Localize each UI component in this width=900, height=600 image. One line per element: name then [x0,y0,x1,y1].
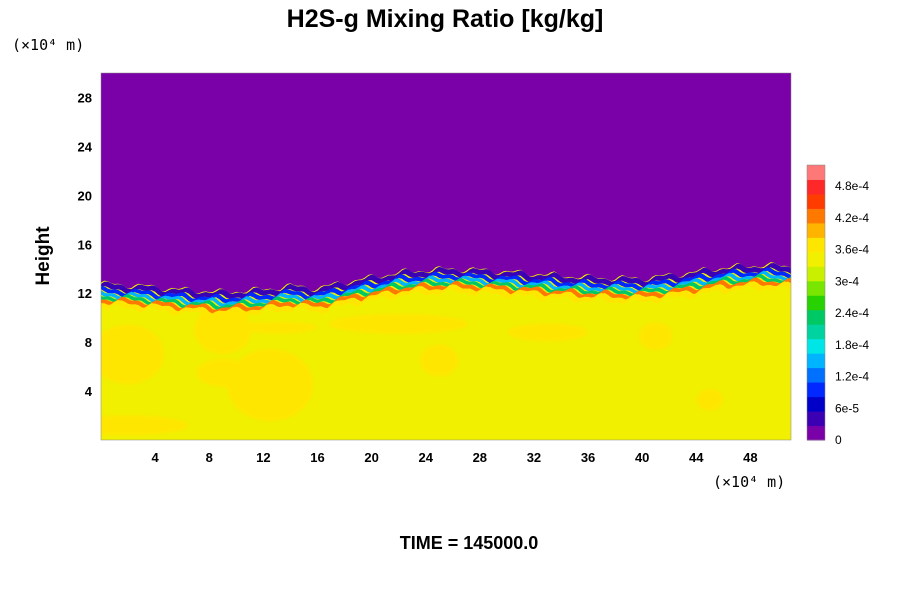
plume-ribbon [236,321,317,334]
y-tick-label: 8 [85,335,92,350]
x-tick-label: 16 [310,450,324,465]
upper-field-fill [101,73,791,294]
plume-blob [101,324,165,385]
interface-strip [101,277,791,314]
plume-blob [696,388,724,411]
plume-ribbon [328,313,469,334]
colorbar-swatch [807,425,825,441]
x-tick-label: 24 [418,450,433,465]
y-tick-label: 4 [85,384,93,399]
interface-strip [101,281,791,318]
colorbar-swatch [807,338,825,354]
colorbar-swatch [807,396,825,412]
plot-frame [100,72,792,441]
colorbar-tick-label: 6e-5 [835,401,859,415]
colorbar-swatch [807,280,825,296]
y-axis-ticks: 4 8 12 16 20 24 28 [78,90,93,399]
colorbar-swatch [807,411,825,427]
plume-blob [226,348,314,421]
interface-strip [101,263,791,299]
colorbar-tick-label: 2.4e-4 [835,306,869,320]
x-axis-ticks: 4 8 12 16 20 24 28 32 36 40 44 48 [152,450,758,465]
plume-ribbon [196,358,249,387]
heatmap-plot-area [101,73,791,440]
plume-ribbon [507,323,588,342]
plume-ribbon [101,415,189,436]
colorbar-tick-label: 3.6e-4 [835,243,869,257]
interface-bands [101,263,791,318]
colorbar-tick-label: 3e-4 [835,274,859,288]
x-tick-label: 36 [581,450,595,465]
y-tick-label: 16 [78,237,92,252]
colorbar-swatch [807,324,825,340]
plume-blob [420,344,459,377]
colorbar: 0 6e-5 1.2e-4 1.8e-4 2.4e-4 3e-4 3.6e-4 4.2e-4 4… [806,164,869,447]
colorbar-swatch [807,193,825,209]
colorbar-swatch [807,251,825,267]
x-tick-label: 12 [256,450,270,465]
x-tick-label: 20 [364,450,378,465]
y-tick-label: 24 [78,139,93,154]
colorbar-tick-label: 0 [835,433,842,447]
y-axis-label: Height [33,226,54,286]
colorbar-swatch [807,165,825,180]
interface-strip [101,273,791,310]
x-axis-unit-label: (×10⁴ m) [713,473,785,491]
colorbar-swatch [807,309,825,325]
plume-blob [638,322,673,351]
x-tick-label: 48 [743,450,757,465]
x-tick-label: 28 [473,450,487,465]
plume-blob [193,305,252,354]
colorbar-swatch [807,382,825,398]
colorbar-swatch [807,295,825,311]
colorbar-tick-label: 1.2e-4 [835,370,869,384]
chart-title: H2S-g Mixing Ratio [kg/kg] [287,5,604,33]
plume-blobs [101,305,724,436]
colorbar-tick-label: 4.8e-4 [835,179,869,193]
y-tick-label: 28 [78,90,92,105]
colorbar-swatch [807,367,825,383]
x-tick-label: 4 [152,450,160,465]
colorbar-frame [806,164,826,441]
colorbar-swatch [807,208,825,224]
y-tick-label: 20 [78,188,92,203]
x-tick-label: 32 [527,450,541,465]
x-tick-label: 44 [689,450,704,465]
colorbar-tick-label: 1.8e-4 [835,338,869,352]
colorbar-swatch [807,353,825,369]
colorbar-swatch [807,179,825,195]
colorbar-swatch [807,222,825,238]
colorbar-swatch [807,266,825,282]
y-axis-unit-label: (×10⁴ m) [12,36,84,54]
x-tick-label: 40 [635,450,649,465]
colorbar-swatch [807,237,825,253]
x-tick-label: 8 [206,450,213,465]
colorbar-tick-label: 4.2e-4 [835,211,869,225]
time-label: TIME = 145000.0 [400,533,539,553]
y-tick-label: 12 [78,286,92,301]
